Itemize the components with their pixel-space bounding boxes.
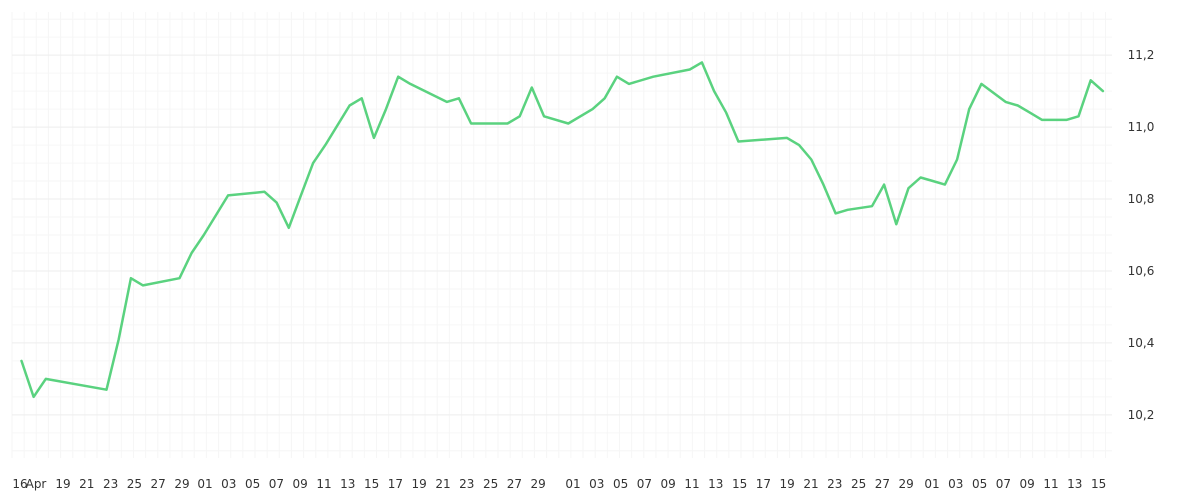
x-tick-label: 21 <box>803 477 818 491</box>
y-tick-label: 10,2 <box>1128 408 1155 422</box>
x-tick-label: 25 <box>483 477 498 491</box>
x-tick-label: 05 <box>972 477 987 491</box>
y-tick-label: 11,2 <box>1128 48 1155 62</box>
y-tick-label: 11,0 <box>1128 120 1155 134</box>
x-tick-label: 25 <box>127 477 142 491</box>
x-tick-label: 09 <box>1020 477 1035 491</box>
x-tick-label: 25 <box>851 477 866 491</box>
series-layer <box>20 61 1105 399</box>
x-tick-label: 13 <box>708 477 723 491</box>
x-tick-label: 23 <box>459 477 474 491</box>
x-tick-label: 27 <box>151 477 166 491</box>
y-axis: 10,2 10,4 10,6 10,8 11,0 11,2 <box>1128 48 1155 422</box>
x-tick-label: 15 <box>364 477 379 491</box>
x-tick-label: 07 <box>996 477 1011 491</box>
x-tick-label: 19 <box>780 477 795 491</box>
x-tick-label: 03 <box>948 477 963 491</box>
x-tick-label: 07 <box>637 477 652 491</box>
gridlines <box>12 54 1112 416</box>
x-tick-label: 27 <box>875 477 890 491</box>
x-tick-label: 09 <box>293 477 308 491</box>
x-tick-label: 09 <box>661 477 676 491</box>
x-tick-label: 03 <box>221 477 236 491</box>
x-tick-label: 29 <box>531 477 546 491</box>
x-tick-label: 19 <box>412 477 427 491</box>
y-tick-label: 10,8 <box>1128 192 1155 206</box>
x-tick-label: 01 <box>197 477 212 491</box>
x-tick-label: 11 <box>684 477 699 491</box>
x-tick-label: 05 <box>613 477 628 491</box>
x-tick-label: 11 <box>1043 477 1058 491</box>
x-tick-label: 11 <box>316 477 331 491</box>
x-tick-label: 01 <box>565 477 580 491</box>
x-tick-label: 29 <box>174 477 189 491</box>
x-tick-label: 13 <box>1067 477 1082 491</box>
y-tick-label: 10,4 <box>1128 336 1155 350</box>
x-tick-label: 23 <box>103 477 118 491</box>
x-tick-label: 16 <box>12 477 27 491</box>
x-tick-label: 19 <box>55 477 70 491</box>
x-tick-label: 05 <box>245 477 260 491</box>
x-tick-label: 29 <box>899 477 914 491</box>
x-tick-label: 13 <box>340 477 355 491</box>
x-tick-label: 17 <box>756 477 771 491</box>
x-tick-label: 07 <box>269 477 284 491</box>
x-tick-label: 21 <box>435 477 450 491</box>
x-tick-label: 21 <box>79 477 94 491</box>
x-tick-label: 27 <box>507 477 522 491</box>
x-tick-label: 17 <box>388 477 403 491</box>
x-tick-label: Apr <box>26 477 47 491</box>
series-line <box>20 61 1105 399</box>
y-tick-label: 10,6 <box>1128 264 1155 278</box>
x-tick-label: 23 <box>827 477 842 491</box>
x-tick-label: 15 <box>1091 477 1106 491</box>
x-tick-label: 03 <box>589 477 604 491</box>
minor-gridlines <box>11 12 1112 458</box>
x-tick-label: 01 <box>924 477 939 491</box>
x-tick-label: 15 <box>732 477 747 491</box>
